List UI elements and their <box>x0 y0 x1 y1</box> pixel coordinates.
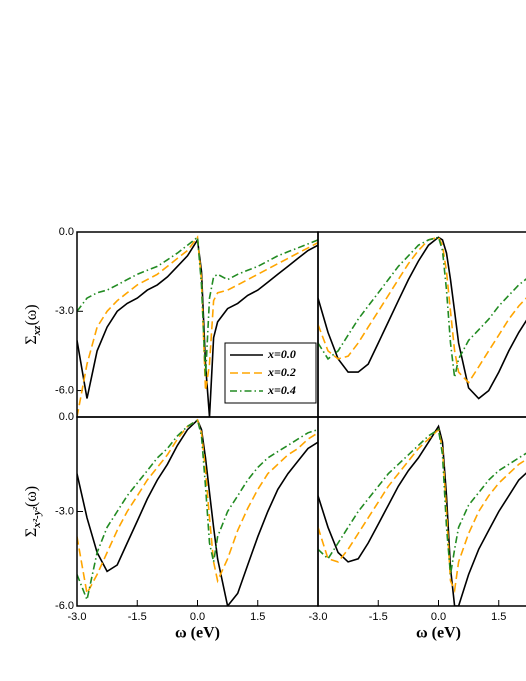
legend-box <box>224 342 317 404</box>
series-line <box>318 236 526 400</box>
y-tick-label: -6.0 <box>55 600 74 612</box>
x-axis-label: ω (eV) <box>416 625 461 642</box>
series-line <box>318 236 526 378</box>
label-part: Σ <box>23 528 40 537</box>
series-line <box>318 428 526 594</box>
panel-frame <box>317 416 526 607</box>
x-tick-label: -3.0 <box>309 611 328 623</box>
legend-label: x=0.4 <box>267 383 296 397</box>
series-line <box>77 418 318 606</box>
plot-area <box>77 418 318 606</box>
y-axis-label: Σxz(ω) <box>23 304 43 344</box>
plot-area <box>318 424 526 606</box>
series-line <box>77 235 318 378</box>
x-axis-label: ω (eV) <box>175 625 220 642</box>
label-part: (ω) <box>23 304 40 325</box>
y-axis-label: Σx²-y²(ω) <box>23 486 43 537</box>
legend-label: x=0.2 <box>267 365 296 379</box>
legend-label: x=0.0 <box>267 347 296 361</box>
series-line <box>77 235 318 417</box>
panel-frame <box>76 416 319 607</box>
series-line <box>318 428 526 575</box>
label-part: x²-y² <box>31 506 43 528</box>
series-line <box>318 236 526 384</box>
x-tick-label: 0.0 <box>190 611 205 623</box>
series-line <box>77 418 318 603</box>
x-tick-label: -1.5 <box>128 611 147 623</box>
y-tick-label: -3.0 <box>55 505 74 517</box>
x-tick-label: -3.0 <box>68 611 87 623</box>
y-tick-label: -6.0 <box>55 384 74 396</box>
y-tick-label: 0.0 <box>59 226 74 238</box>
label-part: xz <box>31 325 43 337</box>
x-tick-label: 1.5 <box>250 611 265 623</box>
y-tick-label: -3.0 <box>55 305 74 317</box>
series-line <box>318 424 526 606</box>
x-tick-label: 0.0 <box>431 611 446 623</box>
label-part: (ω) <box>23 486 40 507</box>
panel-frame <box>317 231 526 418</box>
x-tick-label: -1.5 <box>369 611 388 623</box>
x-tick-label: 1.5 <box>491 611 506 623</box>
series-line <box>77 418 318 596</box>
plot-area <box>318 236 526 400</box>
y-tick-label: 0.0 <box>59 411 74 423</box>
label-part: Σ <box>23 335 40 344</box>
plot-area <box>77 235 318 417</box>
